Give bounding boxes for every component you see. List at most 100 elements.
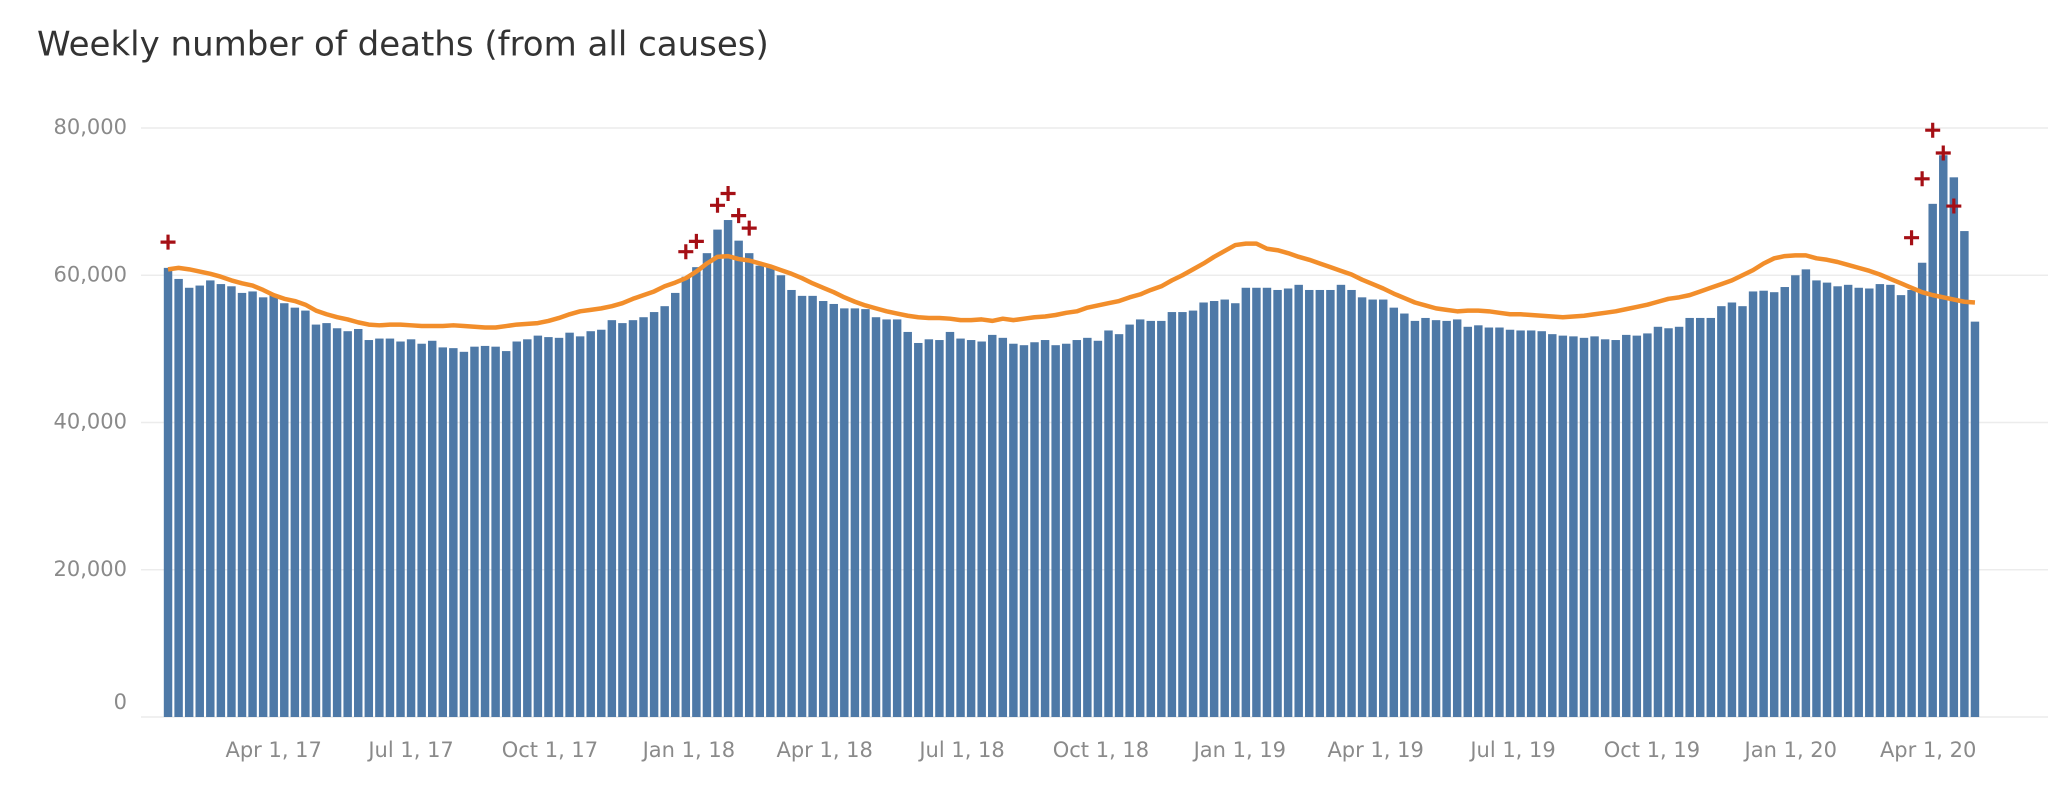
bar [882, 319, 891, 717]
excess-marker [1925, 122, 1941, 138]
bar [1262, 287, 1272, 717]
bar [914, 342, 923, 717]
x-tick-label: Jul 1, 18 [917, 738, 1004, 762]
bar [1791, 275, 1800, 717]
bar [544, 337, 553, 717]
bar [744, 253, 754, 717]
bar [1378, 299, 1388, 717]
bar [597, 329, 606, 717]
excess-marker [678, 244, 694, 260]
bar [998, 337, 1008, 717]
bar [227, 286, 236, 717]
excess-marker [710, 197, 726, 213]
bar [734, 240, 743, 718]
bar [1157, 320, 1166, 717]
bar [1051, 345, 1060, 717]
excess-marker [160, 234, 176, 250]
bar [1537, 331, 1546, 717]
bar [681, 276, 691, 717]
x-tick-label: Oct 1, 19 [1604, 738, 1700, 762]
bar [1769, 292, 1779, 717]
bar [237, 292, 247, 717]
bar [1939, 155, 1948, 717]
bar [565, 332, 574, 717]
bar [523, 339, 532, 717]
bar [1495, 327, 1504, 717]
bar [480, 345, 490, 717]
bar [1474, 325, 1483, 717]
bar [1146, 320, 1155, 717]
bar [977, 341, 986, 717]
bar [924, 339, 934, 717]
bar [216, 284, 226, 717]
bar [1368, 299, 1377, 717]
bar [1273, 289, 1282, 717]
bar [1209, 301, 1219, 717]
bar [1305, 289, 1314, 717]
bar [1801, 269, 1811, 717]
bar [332, 328, 342, 717]
bar [311, 324, 321, 717]
bar [1622, 334, 1631, 717]
bar [459, 351, 469, 717]
bar [1484, 327, 1494, 717]
excess-marker [720, 186, 736, 202]
bar [1717, 306, 1726, 717]
bar [301, 310, 310, 717]
x-tick-label: Jul 1, 19 [1468, 738, 1555, 762]
bar [723, 220, 733, 717]
bar [840, 308, 849, 717]
bar [702, 253, 712, 717]
bar [184, 287, 194, 717]
threshold-line [167, 241, 1976, 330]
excess-marker [1935, 145, 1951, 161]
bar [1896, 295, 1906, 717]
bar [1326, 289, 1335, 717]
excess-marker [731, 208, 747, 224]
bar [1548, 334, 1557, 717]
x-tick-label: Apr 1, 18 [776, 738, 872, 762]
bar [1917, 262, 1927, 717]
bar [628, 320, 638, 717]
x-tick-label: Jan 1, 20 [1743, 738, 1837, 762]
bar [375, 338, 384, 717]
bar [1167, 312, 1177, 717]
bar [1220, 299, 1229, 717]
bar [1135, 319, 1145, 717]
bar [1178, 312, 1187, 717]
bar [1389, 307, 1399, 717]
bar [575, 336, 585, 717]
bar [1442, 320, 1451, 717]
bar [174, 278, 183, 717]
bar [1040, 340, 1050, 717]
x-tick-label: Oct 1, 18 [1053, 738, 1149, 762]
bar [1283, 288, 1293, 717]
bar [1093, 340, 1103, 717]
x-tick-label: Jul 1, 17 [366, 738, 453, 762]
excess-marker [1904, 230, 1920, 246]
bar [1600, 339, 1610, 717]
bar [586, 331, 595, 717]
bar [1463, 326, 1472, 717]
bar [1865, 288, 1874, 717]
bar [649, 312, 659, 717]
bar [1569, 336, 1578, 717]
bar [1114, 334, 1124, 717]
bar [692, 267, 701, 717]
bar [1685, 317, 1694, 717]
bar [1748, 291, 1758, 717]
x-tick-label: Jan 1, 19 [1192, 738, 1286, 762]
bar [1706, 317, 1716, 717]
bar [1664, 328, 1673, 717]
bar [470, 346, 479, 717]
bar [818, 301, 828, 717]
bar [248, 291, 257, 717]
bar [163, 267, 173, 717]
bar [1875, 284, 1885, 717]
bar [1886, 284, 1895, 717]
bar [1009, 343, 1018, 717]
bar [206, 280, 215, 717]
bar [1854, 287, 1863, 717]
bar [1960, 231, 1969, 717]
bar [956, 338, 965, 717]
